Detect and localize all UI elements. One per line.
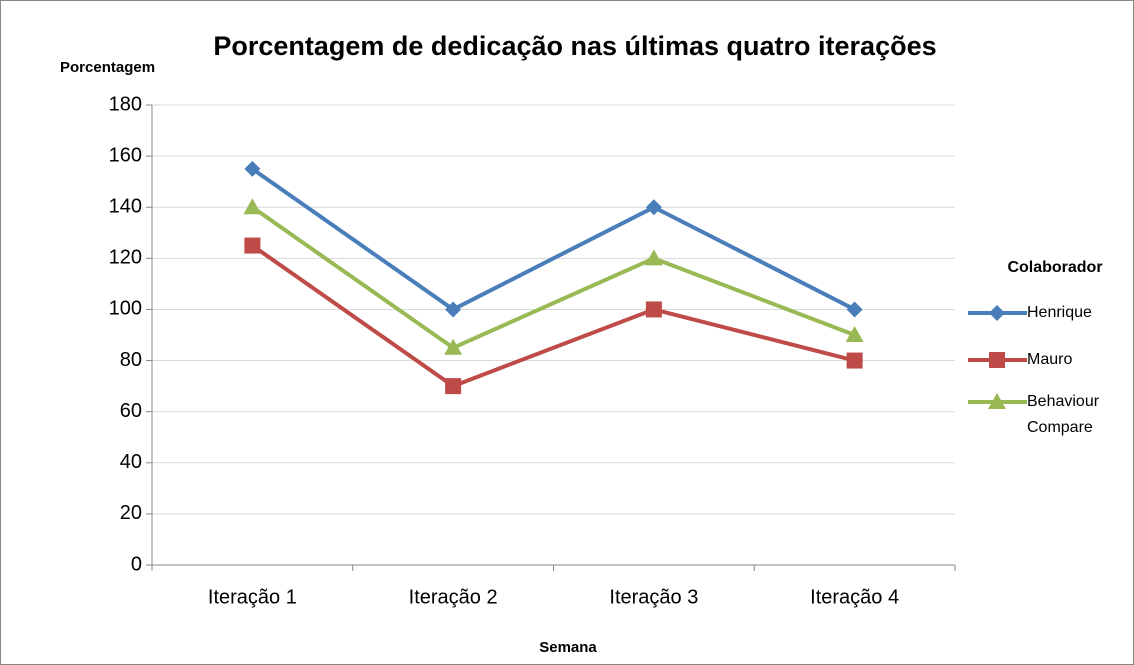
y-tick-label: 20 [120,502,142,524]
x-tick-label: Iteração 2 [409,586,498,608]
line [251,205,856,350]
x-axis-label: Semana [539,639,597,656]
x-tick-label: Iteração 4 [810,586,899,608]
y-tick-label: 60 [120,400,142,422]
point [645,301,662,318]
y-tick-label: 80 [120,349,142,371]
y-tick-label: 100 [109,298,142,320]
point [244,160,261,177]
chart-title: Porcentagem de dedicação nas últimas qua… [213,31,936,61]
legend-marker [989,305,1005,321]
y-tick-label: 120 [109,247,142,269]
legend-label: Mauro [1027,351,1073,368]
line [251,167,856,312]
y-tick-label: 0 [131,553,142,575]
legend-title: Colaborador [1007,259,1102,276]
point [243,198,262,215]
point [244,237,261,254]
y-tick-label: 140 [109,196,142,218]
point [445,378,462,395]
x-tick-label: Iteração 3 [609,586,698,608]
legend-marker [989,352,1005,368]
point [845,326,864,342]
point [644,249,663,266]
legend-label: Henrique [1027,304,1092,321]
y-tick-label: 160 [109,144,142,166]
y-axis-label: Porcentagem [60,59,155,76]
y-tick-label: 180 [109,93,142,115]
legend-label: Behaviour Compare [1027,393,1100,436]
point [645,199,662,216]
legend-marker [988,393,1006,409]
y-tick-label: 40 [120,451,142,473]
x-tick-label: Iteração 1 [208,586,297,608]
point [445,301,462,318]
point [846,301,863,318]
point [846,352,863,369]
point [444,338,463,355]
line [251,243,856,389]
